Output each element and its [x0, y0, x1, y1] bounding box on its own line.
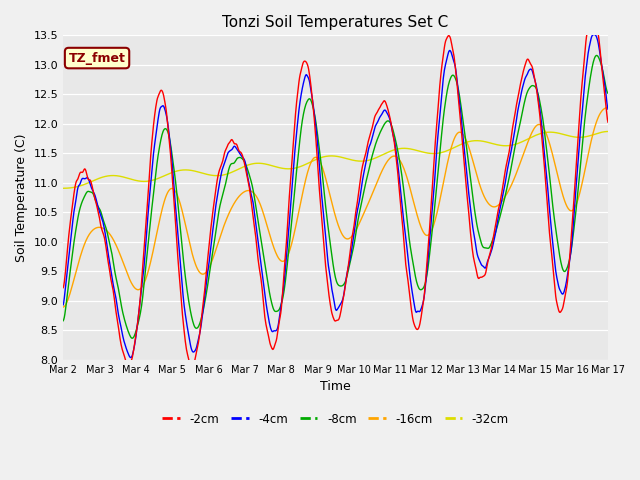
-32cm	[577, 134, 584, 140]
-4cm	[86, 179, 93, 184]
-16cm	[380, 164, 388, 169]
-32cm	[285, 166, 293, 172]
-2cm	[589, 13, 596, 19]
-16cm	[586, 147, 593, 153]
-8cm	[577, 154, 585, 160]
-4cm	[127, 355, 134, 360]
-2cm	[381, 98, 388, 104]
Line: -32cm: -32cm	[63, 132, 608, 188]
Line: -2cm: -2cm	[63, 16, 608, 367]
-8cm	[381, 121, 388, 127]
-8cm	[286, 237, 294, 242]
Y-axis label: Soil Temperature (C): Soil Temperature (C)	[15, 133, 28, 262]
-16cm	[86, 231, 93, 237]
-4cm	[161, 107, 169, 112]
X-axis label: Time: Time	[320, 380, 351, 393]
-2cm	[586, 19, 594, 25]
-16cm	[161, 198, 168, 204]
-8cm	[86, 189, 93, 194]
-4cm	[60, 302, 67, 308]
-4cm	[286, 213, 294, 219]
-32cm	[586, 133, 593, 139]
-4cm	[591, 32, 598, 37]
-16cm	[60, 304, 67, 310]
-2cm	[161, 96, 168, 102]
Line: -8cm: -8cm	[63, 56, 608, 338]
-2cm	[604, 120, 612, 125]
-16cm	[604, 105, 612, 110]
-8cm	[161, 126, 169, 132]
-32cm	[604, 129, 612, 134]
-32cm	[380, 151, 388, 157]
-4cm	[586, 42, 594, 48]
-4cm	[577, 119, 585, 124]
Legend: -2cm, -4cm, -8cm, -16cm, -32cm: -2cm, -4cm, -8cm, -16cm, -32cm	[157, 408, 513, 431]
-8cm	[586, 78, 594, 84]
-2cm	[188, 364, 195, 370]
-16cm	[577, 186, 584, 192]
-2cm	[86, 177, 93, 183]
-16cm	[285, 249, 293, 254]
-2cm	[60, 285, 67, 290]
-8cm	[129, 336, 136, 341]
-8cm	[60, 318, 67, 324]
-8cm	[604, 90, 612, 96]
-4cm	[604, 106, 612, 112]
-32cm	[161, 173, 168, 179]
Title: Tonzi Soil Temperatures Set C: Tonzi Soil Temperatures Set C	[223, 15, 449, 30]
Line: -16cm: -16cm	[63, 108, 608, 307]
Line: -4cm: -4cm	[63, 35, 608, 358]
-32cm	[60, 185, 67, 191]
-8cm	[593, 53, 600, 59]
Text: TZ_fmet: TZ_fmet	[68, 51, 125, 64]
-2cm	[577, 89, 585, 95]
-4cm	[381, 107, 388, 113]
-32cm	[86, 180, 93, 185]
-2cm	[286, 186, 294, 192]
